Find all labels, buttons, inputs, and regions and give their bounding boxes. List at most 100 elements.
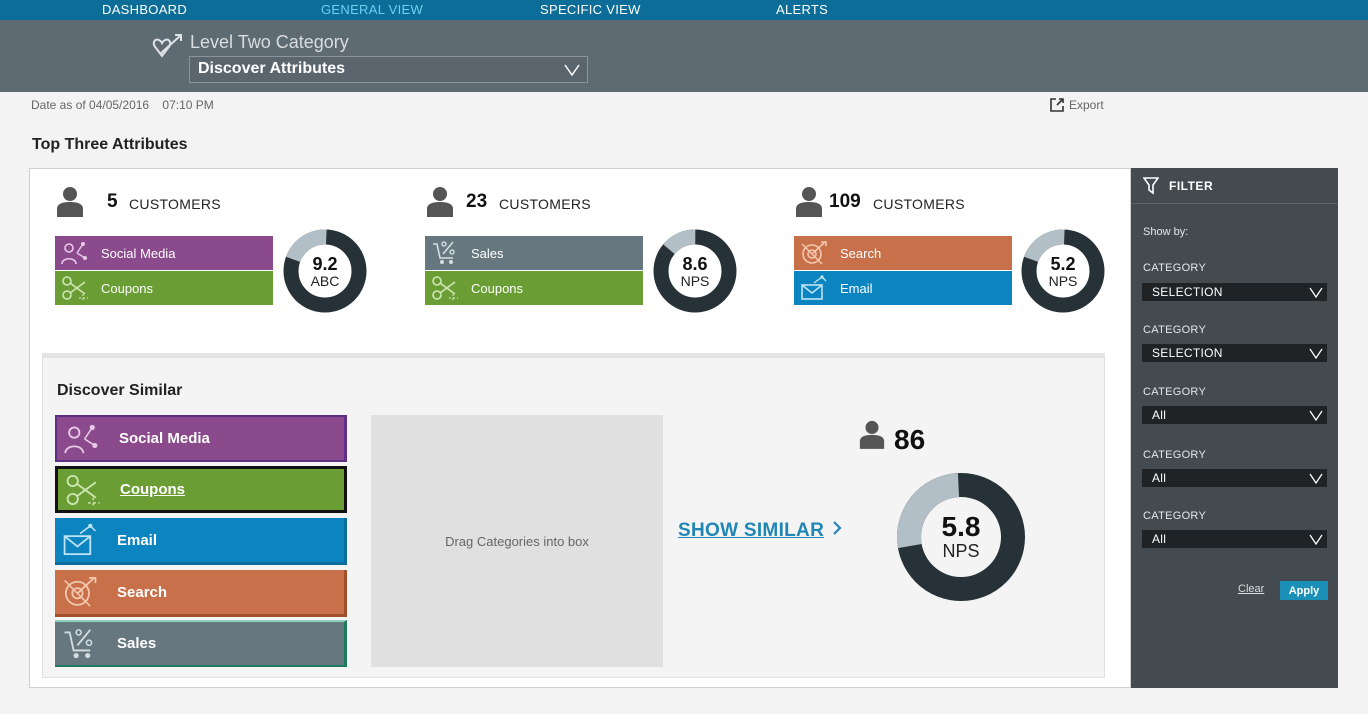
attribute-tile: 23 CUSTOMERS Sales Coupons 8.6 NPS (425, 185, 745, 315)
search-target-icon (801, 241, 827, 265)
similar-result-count: 86 (858, 418, 925, 455)
customer-count: 23 (466, 191, 488, 212)
attribute-bar-label: Social Media (101, 245, 176, 261)
heart-arrow-icon (152, 34, 182, 58)
email-icon (63, 523, 96, 556)
nav-general-view[interactable]: GENERAL VIEW (321, 2, 424, 17)
donut-chart (897, 473, 1025, 601)
category-label: Social Media (119, 430, 210, 447)
category-label: Coupons (120, 481, 185, 498)
attribute-tile: 5 CUSTOMERS Social Media Coupons 9.2 ABC (55, 185, 375, 315)
nav-specific-view[interactable]: SPECIFIC VIEW (540, 2, 641, 17)
clear-filter-link[interactable]: Clear (1238, 583, 1265, 595)
person-icon (57, 187, 83, 217)
apply-filter-button[interactable]: Apply (1280, 581, 1328, 600)
coupons-icon (432, 276, 458, 301)
filter-label: CATEGORY (1143, 324, 1207, 336)
top-three-title: Top Three Attributes (32, 136, 188, 153)
search-target-icon (64, 576, 97, 607)
coupons-icon (66, 474, 100, 507)
score-label: ABC (310, 273, 340, 289)
chevron-down-icon (1309, 410, 1323, 422)
category-label: Search (117, 583, 168, 601)
chevron-down-icon (1309, 534, 1323, 546)
export-button[interactable]: Export (1049, 97, 1104, 113)
chevron-right-icon (832, 520, 842, 542)
category-coupons[interactable]: Coupons (55, 466, 347, 513)
show-similar-label: SHOW SIMILAR (678, 520, 825, 541)
attribute-bar-social-media: Social Media (55, 236, 273, 270)
category-social-media[interactable]: Social Media (55, 415, 347, 462)
attribute-bar-email: Email (794, 271, 1012, 305)
donut-chart (653, 229, 737, 313)
coupons-icon (62, 276, 88, 301)
score-donut: 8.6 NPS (652, 228, 738, 314)
filter-header: FILTER (1131, 168, 1338, 204)
filter-label: CATEGORY (1143, 510, 1207, 522)
score-label: NPS (1048, 273, 1078, 289)
score-donut: 5.2 NPS (1020, 228, 1106, 314)
show-similar-button[interactable]: SHOW SIMILAR (678, 520, 842, 542)
score-donut: 9.2 ABC (282, 228, 368, 314)
show-by-label: Show by: (1143, 226, 1189, 238)
chevron-down-icon (564, 64, 580, 77)
filter-select-value: SELECTION (1152, 285, 1223, 299)
result-score-value: 5.8 (941, 511, 981, 542)
attribute-tile: 109 CUSTOMERS Search Email 5.2 NPS (794, 185, 1124, 315)
page-header: Level Two Category Discover Attributes (0, 20, 1368, 92)
top-nav: DASHBOARD GENERAL VIEW SPECIFIC VIEW ALE… (0, 0, 1368, 20)
filter-select-value: All (1152, 408, 1167, 422)
customer-count: 5 (107, 191, 118, 212)
score-value: 9.2 (312, 254, 338, 274)
donut-chart (1021, 229, 1105, 313)
category-label: Sales (117, 635, 157, 652)
filter-label: CATEGORY (1143, 262, 1207, 274)
attribute-bar-label: Sales (471, 245, 504, 261)
attribute-bar-sales: Sales (425, 236, 643, 270)
discover-similar-title: Discover Similar (57, 382, 183, 399)
filter-select[interactable]: SELECTION (1142, 283, 1327, 301)
customer-label: CUSTOMERS (129, 196, 221, 212)
category-label: Email (117, 531, 158, 549)
date-stamp: Date as of 04/05/2016 07:10 PM (31, 98, 214, 112)
person-icon (427, 187, 453, 217)
result-score-label: NPS (942, 541, 980, 561)
attribute-bar-coupons: Coupons (425, 271, 643, 305)
attribute-bar-label: Coupons (101, 280, 154, 296)
chevron-down-icon (1309, 348, 1323, 360)
attribute-bar-search: Search (794, 236, 1012, 270)
filter-label: CATEGORY (1143, 449, 1207, 461)
category-sales[interactable]: Sales (55, 620, 347, 667)
category-search[interactable]: Search (55, 570, 347, 617)
sales-icon (64, 628, 93, 658)
chevron-down-icon (1309, 473, 1323, 485)
attribute-bar-label: Email (840, 280, 873, 296)
customer-count: 109 (829, 191, 861, 212)
sales-icon (433, 241, 455, 264)
filter-select[interactable]: SELECTION (1142, 344, 1327, 362)
social-media-icon (61, 242, 87, 265)
filter-select[interactable]: All (1142, 406, 1327, 424)
nav-alerts[interactable]: ALERTS (776, 2, 829, 17)
export-icon (1050, 98, 1064, 112)
donut-chart (283, 229, 367, 313)
category-drop-zone[interactable]: Drag Categories into box (371, 415, 663, 667)
attribute-select[interactable]: Discover Attributes (189, 56, 588, 83)
score-label: NPS (680, 273, 710, 289)
filter-panel: FILTER Show by: CATEGORY SELECTION CATEG… (1131, 168, 1338, 688)
email-icon (801, 275, 827, 300)
attribute-bar-coupons: Coupons (55, 271, 273, 305)
person-icon (796, 187, 822, 217)
score-value: 8.6 (682, 254, 708, 274)
filter-label: CATEGORY (1143, 386, 1207, 398)
funnel-icon (1143, 176, 1159, 195)
attribute-bar-label: Coupons (471, 280, 524, 296)
customer-label: CUSTOMERS (499, 196, 591, 212)
filter-select[interactable]: All (1142, 530, 1327, 548)
similar-score-donut: 5.8 NPS (897, 473, 1025, 601)
score-value: 5.2 (1050, 254, 1076, 274)
category-email[interactable]: Email (55, 518, 347, 565)
nav-dashboard[interactable]: DASHBOARD (102, 2, 188, 17)
filter-select[interactable]: All (1142, 469, 1327, 487)
chevron-down-icon (1309, 287, 1323, 299)
